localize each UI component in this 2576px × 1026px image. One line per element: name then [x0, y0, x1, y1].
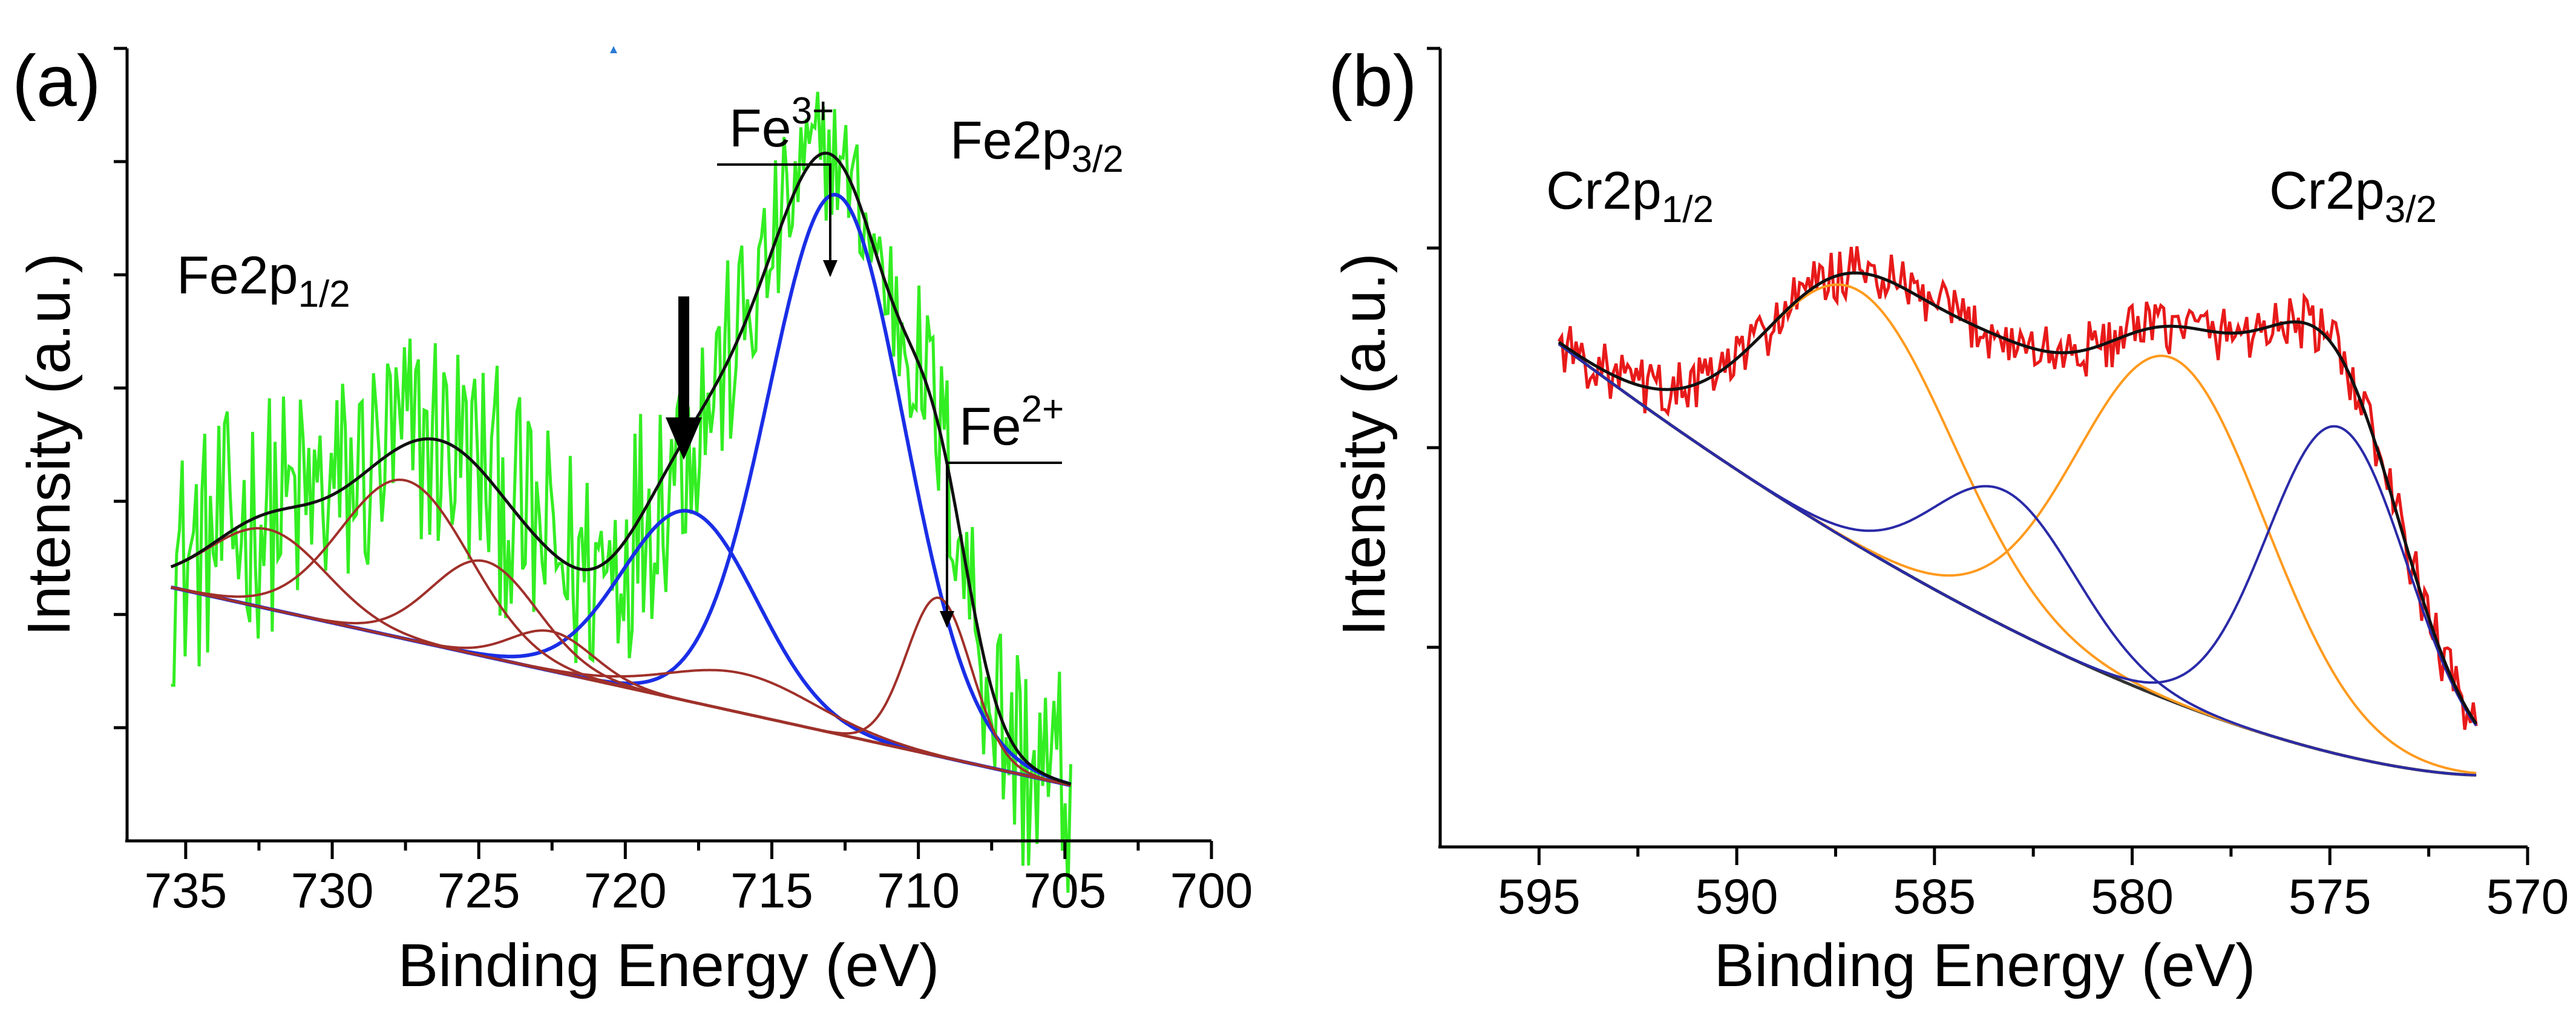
component-series [171, 479, 1071, 787]
x-tick-label: 575 [2289, 869, 2371, 924]
cr2p12-label: Cr2p1/2 [1546, 160, 1714, 230]
plot-b-y-label: Intensity (a.u.) [1330, 253, 1398, 636]
cr2p32-label: Cr2p3/2 [2269, 160, 2437, 230]
fe2-bracket [946, 462, 1062, 626]
x-tick-label: 715 [730, 863, 813, 918]
panel-b-label: (b) [1328, 41, 1417, 122]
x-tick-label: 585 [1893, 869, 1976, 924]
plot-a-ticks: 735 730 725 720 715 710 705 700 [114, 47, 1253, 918]
x-tick-label: 595 [1498, 869, 1581, 924]
fe2-label: Fe2+ [959, 388, 1064, 456]
x-tick-label: 720 [584, 863, 667, 918]
triangle-marker-icon [610, 46, 617, 53]
component-series [1558, 283, 2477, 777]
x-tick-label: 580 [2091, 869, 2174, 924]
x-tick-label: 705 [1023, 863, 1106, 918]
fe2-arrowhead [940, 611, 954, 628]
envelope-series [170, 151, 1072, 786]
fe3-arrowhead [823, 260, 837, 277]
plot-b-area [1557, 246, 2478, 777]
fe2p32-label: Fe2p3/2 [950, 110, 1124, 180]
plot-a-x-label: Binding Energy (eV) [398, 932, 940, 999]
x-tick-label: 735 [144, 863, 227, 918]
panel-b: (b) 595 590 585 580 575 570 Binding Energy (e… [1328, 41, 2569, 999]
raw-data-series [1557, 246, 2478, 730]
x-tick-label: 710 [877, 863, 960, 918]
x-tick-label: 725 [438, 863, 520, 918]
raw-data-series [171, 91, 1072, 893]
plot-a-area [170, 91, 1072, 893]
panel-a: (a) 735 730 725 720 715 710 705 700 Binding Ene… [12, 41, 1253, 999]
plot-a-y-label: Intensity (a.u.) [15, 253, 83, 636]
satellite-arrow-icon [666, 417, 702, 460]
component-series [1558, 342, 2477, 777]
x-tick-label: 570 [2486, 869, 2569, 924]
fe3-label: Fe3+ [729, 90, 834, 158]
envelope-series [1558, 271, 2478, 725]
plot-b-ticks: 595 590 585 580 575 570 [1427, 47, 2569, 924]
component-series [1558, 342, 2477, 774]
fe3-bracket [717, 163, 831, 275]
plot-b-x-label: Binding Energy (eV) [1714, 932, 2256, 999]
component-series [171, 586, 1071, 787]
background-series [1558, 342, 2477, 777]
x-tick-label: 730 [291, 863, 374, 918]
x-tick-label: 590 [1696, 869, 1778, 924]
x-tick-label: 700 [1170, 863, 1253, 918]
fe2p12-label: Fe2p1/2 [177, 245, 350, 315]
component-series [1558, 342, 2477, 727]
panel-a-label: (a) [12, 41, 101, 122]
